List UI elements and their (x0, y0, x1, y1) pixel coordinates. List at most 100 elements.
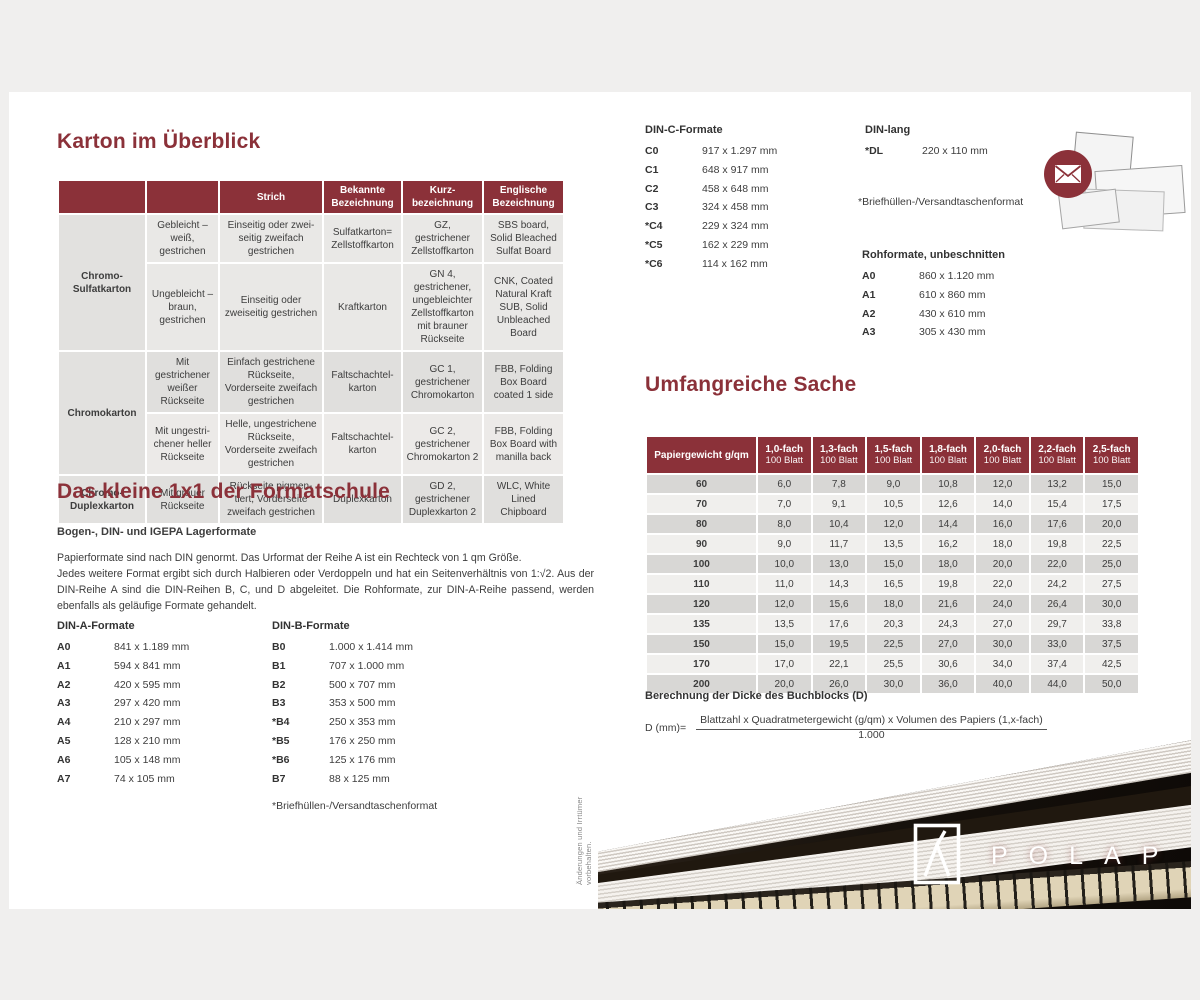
list-item: A1 610 x 860 mm (862, 288, 986, 301)
list-item: A0 860 x 1.120 mm (862, 270, 995, 282)
list-item: *B5 176 x 250 mm (272, 734, 396, 747)
din-lang-list: DIN-lang *DL 220 x 110 mm (865, 124, 988, 164)
polap-logo-mark-icon (913, 823, 961, 890)
weight-header-row: Papiergewicht g/qm 1,0-fach 100 Blatt 1,3… (645, 435, 1140, 475)
rohformate-list: Rohformate, unbeschnitten A0 860 x 1.120 … (862, 249, 1005, 345)
section-title-umfang: Umfangreiche Sache (645, 373, 857, 396)
header-cell: Papiergewicht g/qm (645, 435, 758, 475)
table-row: 100 10,0 13,0 15,0 18,0 20,0 22,0 25,0 (645, 553, 1140, 575)
list-item: *C6 114 x 162 mm (645, 257, 768, 270)
header-cell-empty (145, 179, 220, 215)
list-item: *B6 125 x 176 mm (272, 753, 396, 766)
table-cell: SBS board, Solid Bleached Sulfat Board (482, 213, 565, 264)
list-item: C0 917 x 1.297 mm (645, 145, 778, 157)
header-cell: 2,5-fach 100 Blatt (1083, 435, 1140, 475)
footnote-left: *Briefhüllen-/Versandtaschenformat (272, 800, 438, 812)
table-cell: WLC, White Lined Chipboard (482, 474, 565, 525)
paragraph-body: Jedes weitere Format ergibt sich durch H… (57, 568, 594, 612)
din-c-list: DIN-C-Formate C0 917 x 1.297 mm C1 648 x 9… (645, 124, 777, 277)
calc-numerator: Blattzahl x Quadratmetergewicht (g/qm) x… (696, 714, 1047, 730)
table-cell: Faltschachtel-karton (322, 412, 403, 476)
list-title: DIN-A-Formate (57, 620, 135, 632)
table-cell: GZ, gestrichener Zellstoffkarton (401, 213, 484, 264)
table-cell: GC 1, gestrichener Chromokarton (401, 350, 484, 414)
table-cell: Ungebleicht – braun, gestrichen (145, 262, 220, 352)
list-title: DIN-C-Formate (645, 124, 723, 136)
header-cell: Kurz-bezeichnung (401, 179, 484, 215)
table-cell: Mit gestrichener weißer Rückseite (145, 350, 220, 414)
table-row: 120 12,0 15,6 18,0 21,6 24,0 26,4 30,0 (645, 593, 1140, 615)
table-row: 170 17,0 22,1 25,5 30,6 34,0 37,4 42,5 (645, 653, 1140, 675)
list-item: A2 430 x 610 mm (862, 307, 986, 320)
envelope-formats-illustration (1042, 131, 1194, 236)
list-item: *C5 162 x 229 mm (645, 238, 769, 251)
table-cell: Einseitig oder zweiseitig gestrichen (218, 262, 324, 352)
paper-stack-photo: POLAP (598, 740, 1191, 909)
list-item: B7 88 x 125 mm (272, 772, 390, 785)
table-cell: CNK, Coated Natural Kraft SUB, Solid Unb… (482, 262, 565, 352)
calc-title: Berechnung der Dicke des Buchblocks (D) (645, 690, 868, 702)
list-item: A6 105 x 148 mm (57, 753, 181, 766)
karton-header-row: Strich Bekannte Bezeichnung Kurz-bezeich… (57, 179, 565, 215)
formatschule-subtitle: Bogen-, DIN- und IGEPA Lagerformate (57, 526, 257, 538)
formatschule-intro: Bogen-, DIN- und IGEPA Lagerformate Papi… (57, 524, 594, 614)
calc-fraction: Blattzahl x Quadratmetergewicht (g/qm) x… (696, 714, 1047, 741)
brand-wordmark: POLAP (991, 842, 1180, 870)
group-cell: Chromokarton (57, 350, 147, 476)
list-item: A3 305 x 430 mm (862, 326, 986, 339)
din-a-list: DIN-A-Formate A0 841 x 1.189 mm A1 594 x 8… (57, 620, 189, 791)
calc-denominator: 1.000 (858, 729, 885, 741)
book-block-calculation: Berechnung der Dicke des Buchblocks (D) … (645, 690, 1145, 741)
table-row: Mit ungestri-chener heller Rückseite Hel… (58, 412, 565, 476)
list-item: C2 458 x 648 mm (645, 182, 769, 195)
list-item: A2 420 x 595 mm (57, 678, 181, 691)
list-item: B0 1.000 x 1.414 mm (272, 641, 414, 653)
table-cell: GN 4, gestrichener, ungebleichter Zellst… (401, 262, 484, 352)
list-item: A5 128 x 210 mm (57, 734, 181, 747)
header-cell: 1,8-fach 100 Blatt (919, 435, 977, 475)
table-cell: FBB, Folding Box Board with manilla back (482, 412, 565, 476)
table-cell: GC 2, gestrichener Chromokarton 2 (401, 412, 484, 476)
envelope-icon (1044, 150, 1092, 198)
paragraph-line: Papierformate sind nach DIN genormt. Das… (57, 552, 522, 564)
list-item: B3 353 x 500 mm (272, 697, 396, 710)
list-item: A3 297 x 420 mm (57, 697, 181, 710)
header-cell: 2,2-fach 100 Blatt (1028, 435, 1086, 475)
section-title-karton: Karton im Überblick (57, 130, 261, 153)
list-title: DIN-B-Formate (272, 620, 350, 632)
list-item: B2 500 x 707 mm (272, 678, 396, 691)
header-cell: 1,0-fach 100 Blatt (756, 435, 813, 475)
table-row: 70 7,0 9,1 10,5 12,6 14,0 15,4 17,5 (645, 493, 1140, 515)
table-row: 60 6,0 7,8 9,0 10,8 12,0 13,2 15,0 (645, 473, 1140, 495)
calc-lhs: D (mm)= (645, 721, 687, 734)
list-item: B1 707 x 1.000 mm (272, 659, 405, 672)
table-row: 150 15,0 19,5 22,5 27,0 30,0 33,0 37,5 (645, 633, 1140, 655)
list-item: C3 324 x 458 mm (645, 201, 769, 214)
table-cell: GD 2, gestrichener Duplexkarton 2 (401, 474, 484, 525)
document-page: Karton im Überblick Strich Bekannte Beze… (9, 92, 1191, 909)
group-cell: Chromo-Duplexkarton (57, 474, 147, 525)
table-row: 110 11,0 14,3 16,5 19,8 22,0 24,2 27,5 (645, 573, 1140, 595)
table-cell: Faltschachtel-karton (322, 350, 403, 414)
header-cell-empty (57, 179, 147, 215)
din-b-list: DIN-B-Formate B0 1.000 x 1.414 mm B1 707 x… (272, 620, 413, 791)
header-cell: Strich (218, 179, 324, 215)
list-item: *C4 229 x 324 mm (645, 220, 769, 233)
list-item: A1 594 x 841 mm (57, 659, 181, 672)
table-cell: Einfach gestrichene Rückseite, Vordersei… (218, 350, 324, 414)
disclaimer-vertical-text: Änderungen und Irrtümer vorbehalten. (575, 796, 593, 885)
header-cell: 2,0-fach 100 Blatt (974, 435, 1031, 475)
list-item: *B4 250 x 353 mm (272, 716, 396, 729)
table-row: 90 9,0 11,7 13,5 16,2 18,0 19,8 22,5 (645, 533, 1140, 555)
paper-weight-table: Papiergewicht g/qm 1,0-fach 100 Blatt 1,3… (645, 435, 1140, 695)
table-cell: FBB, Folding Box Board coated 1 side (482, 350, 565, 414)
table-cell: Sulfatkarton= Zellstoffkarton (322, 213, 403, 264)
header-cell: Bekannte Bezeichnung (322, 179, 403, 215)
karton-table: Strich Bekannte Bezeichnung Kurz-bezeich… (57, 179, 565, 525)
table-row: Chromokarton Mit gestrichener weißer Rüc… (57, 350, 565, 476)
brand-logo: POLAP (913, 823, 1179, 890)
table-cell: Helle, ungestrichene Rückseite, Vorderse… (218, 412, 324, 476)
footnote-right: *Briefhüllen-/Versandtaschenformat (858, 196, 1024, 208)
list-item: C1 648 x 917 mm (645, 163, 769, 176)
